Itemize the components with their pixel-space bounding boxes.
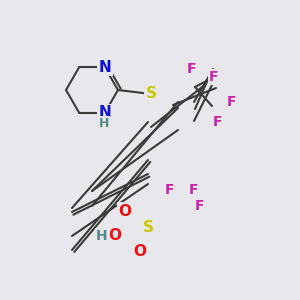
- Text: O: O: [109, 229, 122, 244]
- Text: O: O: [134, 244, 146, 259]
- Text: H: H: [96, 229, 108, 243]
- Text: F: F: [188, 183, 198, 197]
- Text: S: S: [142, 220, 154, 236]
- Text: F: F: [186, 62, 196, 76]
- Text: O: O: [118, 203, 131, 218]
- Text: F: F: [209, 70, 219, 84]
- Text: F: F: [195, 199, 205, 213]
- Text: S: S: [146, 86, 157, 101]
- Text: F: F: [212, 115, 222, 129]
- Text: N: N: [99, 60, 111, 75]
- Text: H: H: [99, 117, 109, 130]
- Text: F: F: [164, 183, 174, 197]
- Text: F: F: [227, 95, 237, 109]
- Text: N: N: [99, 105, 111, 120]
